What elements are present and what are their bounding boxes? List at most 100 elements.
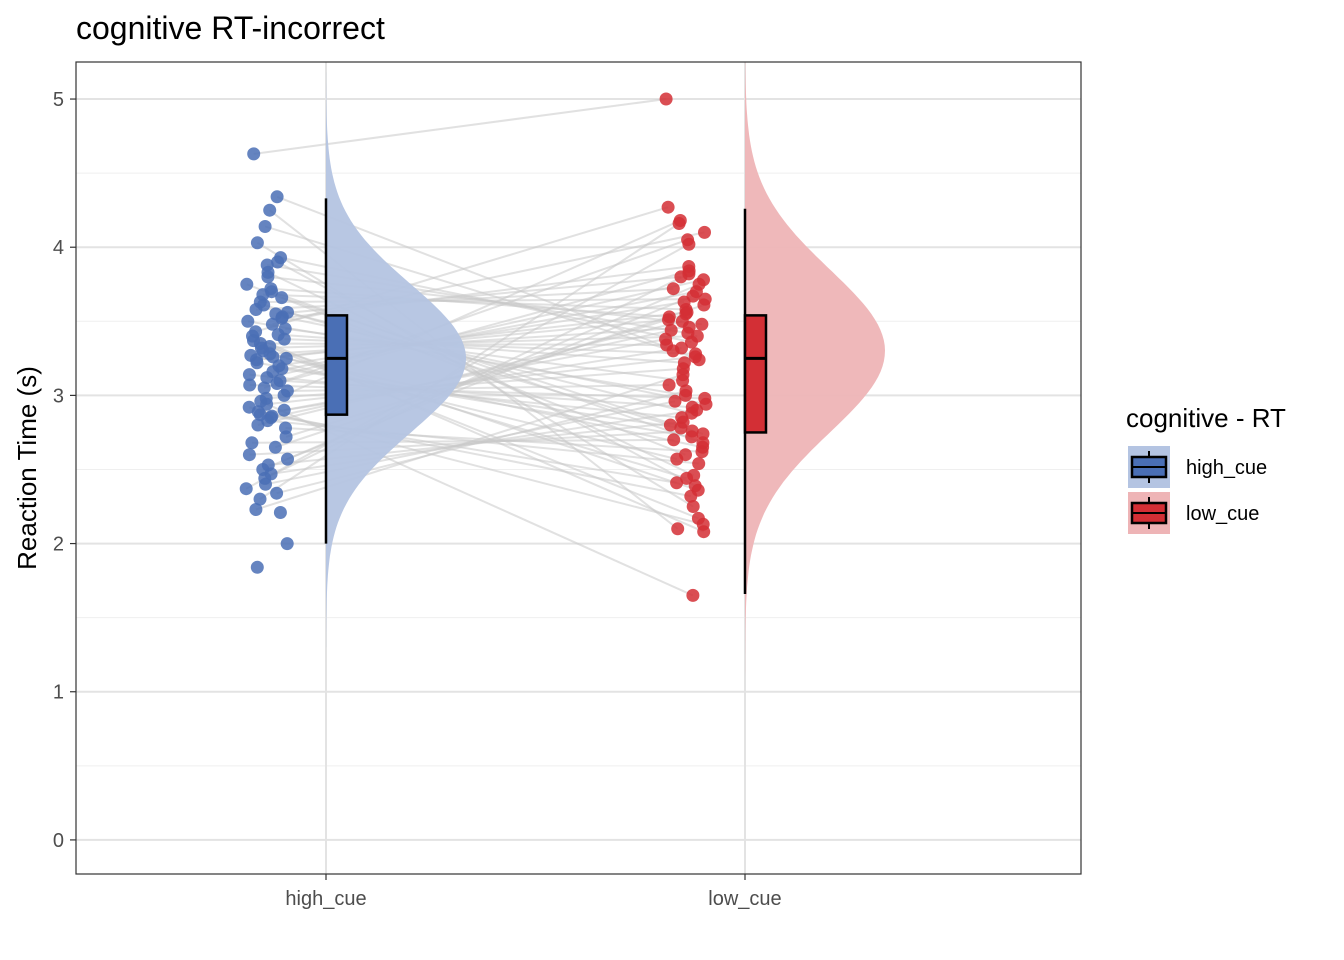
data-point-low_cue (679, 388, 692, 402)
data-point-low_cue (666, 344, 680, 358)
y-tick-label: 2 (53, 534, 64, 556)
data-points (239, 92, 713, 602)
data-point-high_cue (240, 277, 254, 291)
data-point-low_cue (698, 225, 711, 239)
data-point-low_cue (668, 394, 682, 408)
data-point-high_cue (270, 377, 284, 390)
data-point-low_cue (680, 471, 694, 485)
y-tick-label: 1 (53, 682, 64, 704)
y-tick-label: 3 (53, 385, 64, 407)
chart-title: cognitive RT-incorrect (76, 10, 385, 46)
data-point-low_cue (695, 317, 709, 331)
data-point-low_cue (692, 353, 706, 367)
data-point-high_cue (250, 236, 264, 250)
data-point-low_cue (684, 489, 698, 503)
paired-line (251, 438, 674, 444)
data-point-high_cue (249, 503, 263, 516)
data-point-high_cue (273, 506, 287, 519)
data-point-high_cue (268, 440, 282, 454)
data-point-high_cue (259, 477, 272, 491)
data-point-high_cue (260, 397, 274, 411)
axes: 0 1 2 3 4 5 high_cue low_cue (53, 89, 782, 910)
paired-line (245, 243, 690, 490)
data-point-low_cue (697, 298, 711, 312)
data-point-high_cue (277, 388, 291, 402)
data-point-high_cue (265, 317, 279, 331)
x-tick-label: high_cue (285, 888, 366, 910)
data-point-high_cue (257, 381, 271, 395)
data-point-low_cue (671, 522, 685, 536)
data-point-low_cue (659, 92, 673, 106)
data-point-high_cue (250, 356, 264, 370)
data-point-low_cue (670, 476, 684, 490)
data-point-low_cue (676, 374, 690, 388)
data-point-high_cue (270, 486, 284, 500)
grid (76, 62, 1081, 874)
data-point-low_cue (667, 433, 681, 447)
data-point-high_cue (249, 303, 263, 316)
y-tick-label: 4 (53, 237, 64, 259)
data-point-high_cue (242, 448, 256, 462)
data-point-high_cue (245, 436, 259, 450)
data-point-high_cue (242, 368, 256, 382)
legend: cognitive - RT high_cue low_cue (1126, 403, 1286, 534)
data-point-low_cue (685, 430, 699, 444)
data-point-low_cue (674, 270, 688, 284)
data-point-low_cue (661, 200, 675, 214)
data-point-high_cue (263, 203, 277, 217)
data-point-high_cue (250, 560, 264, 574)
data-point-high_cue (260, 371, 274, 385)
boxplots (324, 198, 768, 594)
data-point-low_cue (662, 313, 675, 327)
data-point-high_cue (247, 147, 261, 161)
data-point-high_cue (275, 291, 289, 305)
data-point-high_cue (280, 537, 294, 551)
data-point-high_cue (275, 311, 289, 325)
legend-item-high_cue: high_cue (1128, 446, 1267, 488)
paired-line (250, 354, 678, 461)
data-point-low_cue (692, 457, 706, 471)
y-tick-label: 0 (53, 830, 64, 852)
data-point-high_cue (241, 314, 255, 328)
density-clouds (326, 62, 885, 692)
data-point-low_cue (662, 378, 676, 392)
data-point-low_cue (674, 421, 688, 435)
box-low_cue (743, 314, 768, 434)
data-point-low_cue (695, 445, 709, 459)
data-point-high_cue (277, 332, 291, 346)
data-point-high_cue (277, 403, 291, 417)
data-point-low_cue (697, 525, 711, 539)
data-point-high_cue (271, 255, 285, 269)
legend-label: low_cue (1186, 503, 1259, 525)
data-point-high_cue (270, 190, 284, 204)
data-point-low_cue (685, 335, 698, 349)
data-point-high_cue (261, 414, 275, 428)
data-point-high_cue (261, 270, 275, 284)
y-tick-label: 5 (53, 89, 64, 111)
density-cloud-low_cue (745, 62, 885, 692)
data-point-high_cue (258, 220, 272, 233)
data-point-high_cue (243, 378, 257, 392)
legend-label: high_cue (1186, 457, 1267, 479)
data-point-low_cue (666, 282, 680, 296)
data-point-low_cue (682, 237, 696, 251)
data-point-low_cue (663, 418, 677, 432)
y-axis-title: Reaction Time (s) (12, 366, 42, 570)
data-point-high_cue (253, 492, 267, 506)
data-point-low_cue (686, 588, 700, 602)
data-point-low_cue (672, 217, 686, 230)
data-point-high_cue (251, 418, 265, 432)
data-point-high_cue (239, 482, 253, 496)
data-point-low_cue (699, 397, 713, 411)
legend-item-low_cue: low_cue (1128, 492, 1259, 534)
legend-title: cognitive - RT (1126, 403, 1286, 433)
density-cloud-high_cue (326, 72, 466, 648)
data-point-low_cue (670, 452, 684, 466)
data-point-low_cue (685, 406, 699, 420)
paired-line (253, 98, 667, 155)
data-point-high_cue (279, 430, 293, 444)
data-point-high_cue (281, 452, 294, 466)
box-high_cue (324, 314, 349, 416)
paired-line (255, 206, 669, 333)
